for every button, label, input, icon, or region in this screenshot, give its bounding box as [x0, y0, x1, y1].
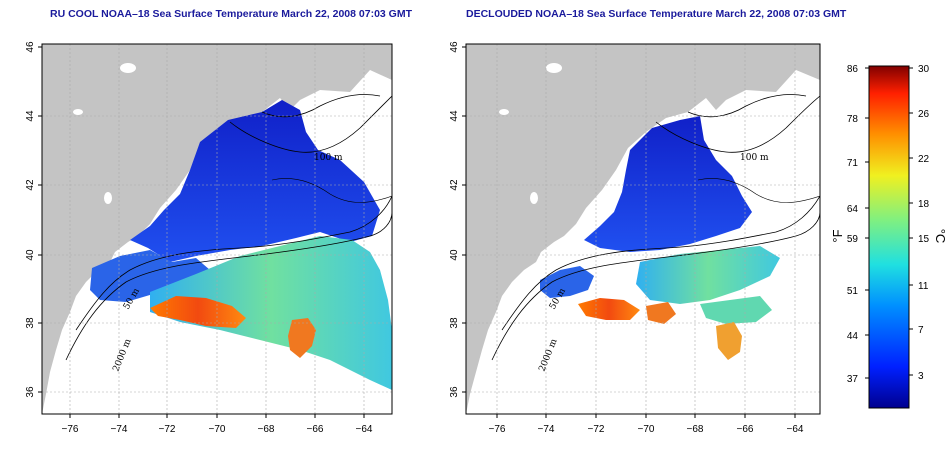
right-map: 100 m 2000 m 50 m: [449, 41, 821, 435]
right-gridlines: [466, 44, 820, 414]
warm-water-filament: [288, 318, 316, 358]
left-lat-tick-label: 38: [25, 317, 36, 329]
warm-water-patch: [646, 302, 676, 324]
left-lon-tick-label: −70: [209, 424, 226, 435]
left-lon-tick-label: −72: [159, 424, 176, 435]
right-lon-tick-labels: −76 −74 −72 −70 −68 −66 −64: [489, 424, 804, 435]
mid-temp-band: [150, 236, 392, 390]
right-lon-tick-label: −68: [687, 424, 704, 435]
left-map: 100 m 2000 m 50 m: [25, 41, 393, 435]
fahrenheit-tick-labels: 86 78 71 64 59 51 44 37: [847, 64, 859, 385]
right-lat-tick-label: 36: [449, 386, 460, 398]
right-lon-tick-label: −64: [787, 424, 804, 435]
celsius-tick-label: 7: [918, 325, 924, 336]
mid-temp-patch: [636, 246, 780, 304]
fahrenheit-tick-label: 59: [847, 234, 859, 245]
right-map-title: DECLOUDED NOAA–18 Sea Surface Temperatur…: [466, 8, 847, 20]
right-lon-tick-label: −70: [638, 424, 655, 435]
mid-temp-patch: [700, 296, 772, 324]
left-lon-tick-label: −66: [307, 424, 324, 435]
left-lat-tick-labels: 36 38 40 42 44 46: [25, 41, 36, 398]
fahrenheit-tick-label: 71: [847, 158, 859, 169]
nova-scotia-land: [726, 44, 820, 86]
cold-water-shelf: [540, 266, 594, 298]
right-lat-tick-label: 42: [449, 179, 460, 191]
celsius-tick-label: 26: [918, 109, 930, 120]
left-lat-tick-label: 40: [25, 249, 36, 261]
celsius-tick-labels: 30 26 22 18 15 11 7 3: [918, 64, 930, 382]
right-lat-tick-label: 46: [449, 41, 460, 53]
cold-water-region: [584, 116, 752, 252]
cold-water-region: [130, 100, 380, 262]
left-lat-tick-label: 42: [25, 179, 36, 191]
celsius-tick-label: 11: [918, 281, 929, 292]
celsius-tick-label: 22: [918, 154, 930, 165]
left-gridlines: [42, 44, 392, 414]
right-lat-tick-label: 40: [449, 249, 460, 261]
left-lon-tick-label: −68: [258, 424, 275, 435]
colorbar: 86 78 71 64 59 51 44 37 30 26 22 18 15 1…: [830, 64, 948, 409]
right-lon-tick-label: −76: [489, 424, 506, 435]
left-lat-tick-label: 44: [25, 110, 36, 122]
fahrenheit-tick-label: 86: [847, 64, 859, 75]
fahrenheit-unit-label: °F: [830, 229, 845, 242]
fahrenheit-tick-label: 51: [847, 286, 859, 297]
fahrenheit-tick-label: 44: [847, 331, 859, 342]
left-lon-tick-label: −74: [111, 424, 128, 435]
celsius-unit-label: °C: [933, 229, 948, 244]
fahrenheit-tick-label: 37: [847, 374, 859, 385]
left-lon-tick-labels: −76 −74 −72 −70 −68 −66 −64: [62, 424, 373, 435]
right-lon-tick-label: −72: [588, 424, 605, 435]
warm-water-band: [578, 298, 640, 320]
celsius-tick-label: 18: [918, 199, 930, 210]
left-lon-tick-label: −76: [62, 424, 79, 435]
contour-label-100m: 100 m: [740, 153, 769, 163]
land-mass: [42, 44, 392, 414]
land-mass: [466, 44, 820, 414]
left-lon-tick-label: −64: [356, 424, 373, 435]
celsius-tick-label: 3: [918, 371, 924, 382]
warm-water-band: [150, 296, 246, 328]
right-lon-tick-label: −66: [737, 424, 754, 435]
right-lat-tick-label: 38: [449, 317, 460, 329]
right-lat-tick-label: 44: [449, 110, 460, 122]
left-map-title: RU COOL NOAA–18 Sea Surface Temperature …: [50, 8, 413, 20]
contour-label-100m: 100 m: [314, 153, 343, 163]
left-lat-tick-label: 36: [25, 386, 36, 398]
fahrenheit-tick-label: 78: [847, 114, 859, 125]
right-lon-tick-label: −74: [538, 424, 555, 435]
celsius-tick-label: 15: [918, 234, 930, 245]
warm-water-filament: [716, 322, 742, 360]
celsius-tick-label: 30: [918, 64, 930, 75]
colorbar-gradient: [868, 65, 910, 409]
left-lat-tick-label: 46: [25, 41, 36, 53]
fahrenheit-tick-label: 64: [847, 204, 859, 215]
cold-water-shelf: [90, 250, 210, 302]
nova-scotia-land: [300, 44, 392, 86]
right-lat-tick-labels: 36 38 40 42 44 46: [449, 41, 460, 398]
